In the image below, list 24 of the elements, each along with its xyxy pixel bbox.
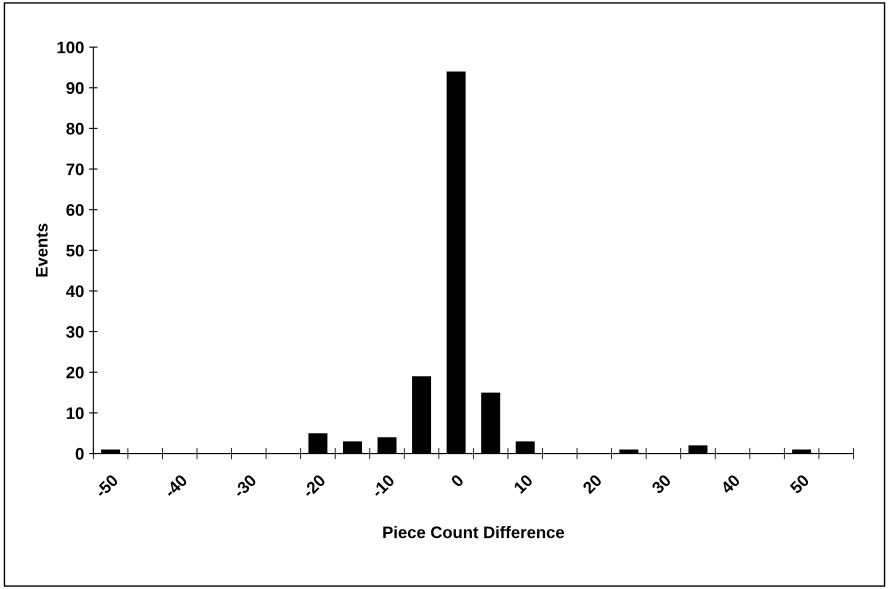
y-tick-label: 20 (66, 366, 84, 378)
x-tick-label: 10 (513, 474, 534, 494)
y-tick-label: 80 (66, 122, 84, 135)
x-tick-label: -30 (232, 474, 258, 498)
x-tick-label: -20 (302, 474, 326, 498)
x-tick-label: 0 (450, 474, 464, 488)
y-tick-label: 40 (66, 285, 84, 298)
y-tick-label: 30 (66, 326, 84, 338)
x-tick-label: 30 (650, 474, 672, 494)
y-tick-label: 0 (76, 448, 84, 460)
x-tick-label: -40 (163, 474, 188, 498)
x-tick-label: 20 (582, 474, 602, 494)
x-tick-label: -50 (94, 474, 119, 498)
x-axis-title: Piece Count Difference (383, 526, 564, 538)
y-tick-label: 50 (66, 244, 84, 257)
y-tick-label: 90 (66, 82, 84, 94)
y-tick-label: 60 (66, 204, 84, 216)
y-tick-label: 70 (66, 163, 84, 176)
y-tick-label: 10 (66, 407, 84, 420)
y-tick-label: 100 (58, 42, 84, 54)
x-tick-label: 40 (720, 474, 741, 495)
x-tick-label: -10 (370, 474, 396, 498)
x-tick-label: 50 (789, 474, 810, 494)
y-axis-title: Events (36, 224, 48, 277)
